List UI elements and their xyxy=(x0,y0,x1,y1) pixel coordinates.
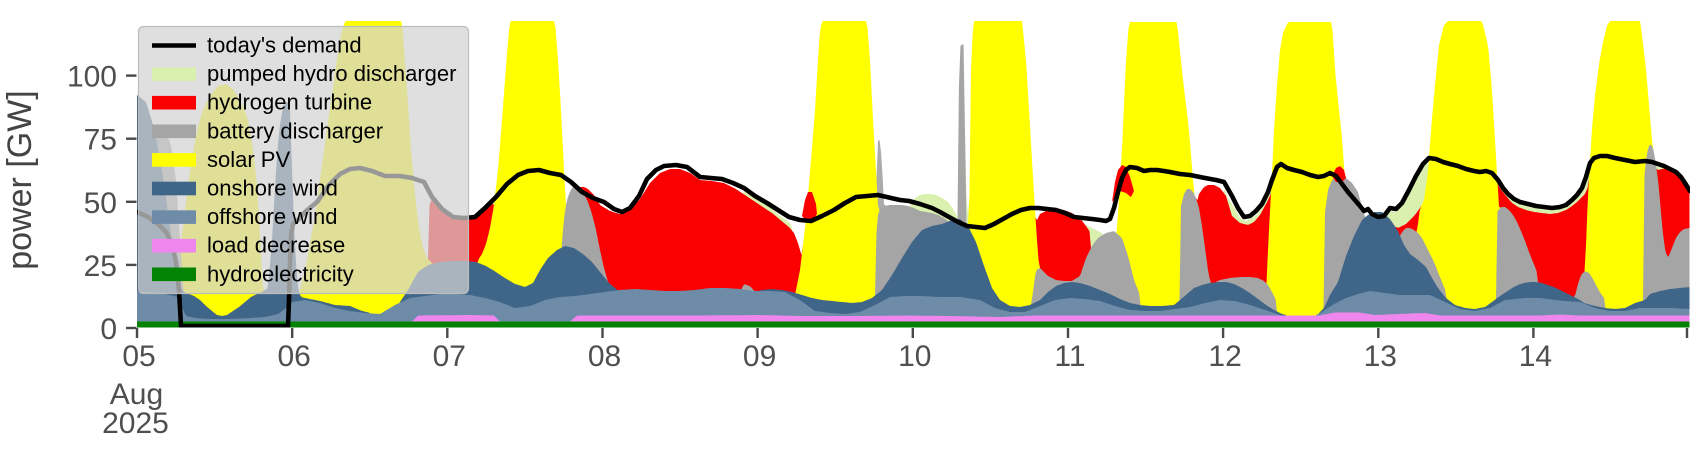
svg-text:08: 08 xyxy=(588,340,621,373)
svg-text:100: 100 xyxy=(67,61,117,94)
svg-text:50: 50 xyxy=(84,187,117,220)
svg-text:solar PV: solar PV xyxy=(207,147,290,172)
svg-text:pumped hydro discharger: pumped hydro discharger xyxy=(207,61,456,86)
svg-text:hydroelectricity: hydroelectricity xyxy=(207,261,354,286)
svg-text:load decrease: load decrease xyxy=(207,233,345,258)
svg-text:75: 75 xyxy=(84,124,117,157)
svg-text:battery discharger: battery discharger xyxy=(207,118,383,143)
svg-text:05: 05 xyxy=(122,340,155,373)
svg-text:offshore wind: offshore wind xyxy=(207,204,337,229)
svg-text:25: 25 xyxy=(84,250,117,283)
svg-text:today's demand: today's demand xyxy=(207,33,362,58)
svg-text:07: 07 xyxy=(433,340,466,373)
svg-text:10: 10 xyxy=(898,340,931,373)
svg-text:0: 0 xyxy=(100,313,117,346)
svg-text:Aug: Aug xyxy=(110,378,163,411)
svg-text:power [GW]: power [GW] xyxy=(1,90,39,269)
svg-text:13: 13 xyxy=(1364,340,1397,373)
svg-text:onshore wind: onshore wind xyxy=(207,176,338,201)
svg-text:2025: 2025 xyxy=(102,407,169,440)
svg-text:12: 12 xyxy=(1208,340,1241,373)
svg-text:09: 09 xyxy=(743,340,776,373)
svg-text:14: 14 xyxy=(1519,340,1552,373)
svg-text:hydrogen turbine: hydrogen turbine xyxy=(207,90,372,115)
svg-text:11: 11 xyxy=(1054,340,1085,373)
svg-text:06: 06 xyxy=(278,340,311,373)
